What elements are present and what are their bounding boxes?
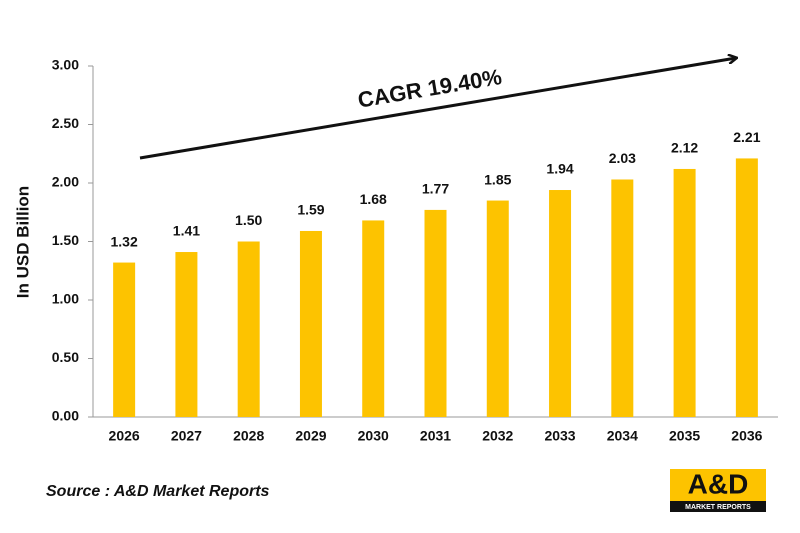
y-axis-title: In USD Billion bbox=[13, 186, 32, 298]
value-label: 1.68 bbox=[360, 191, 387, 207]
x-tick-label: 2034 bbox=[607, 428, 638, 444]
y-tick-label: 1.50 bbox=[52, 232, 79, 248]
y-tick-label: 3.00 bbox=[52, 57, 79, 73]
x-tick-label: 2028 bbox=[233, 428, 264, 444]
value-label: 1.41 bbox=[173, 223, 200, 239]
logo-text: A&D bbox=[688, 468, 749, 499]
x-tick-label: 2027 bbox=[171, 428, 202, 444]
y-tick-label: 1.00 bbox=[52, 291, 79, 307]
value-label: 1.77 bbox=[422, 181, 449, 197]
bar bbox=[735, 158, 758, 417]
value-label: 1.85 bbox=[484, 171, 511, 187]
bar bbox=[175, 252, 198, 417]
y-tick-label: 0.50 bbox=[52, 349, 79, 365]
bar bbox=[549, 190, 572, 417]
bar bbox=[362, 220, 385, 417]
value-label: 1.50 bbox=[235, 212, 262, 228]
y-tick-label: 0.00 bbox=[52, 408, 79, 424]
cagr-arrow bbox=[139, 58, 736, 160]
bar bbox=[673, 168, 696, 417]
value-label: 1.32 bbox=[111, 233, 138, 249]
x-tick-label: 2031 bbox=[420, 428, 451, 444]
x-tick-label: 2026 bbox=[109, 428, 140, 444]
x-tick-label: 2029 bbox=[295, 428, 326, 444]
bar bbox=[299, 230, 322, 417]
cagr-label: CAGR 19.40% bbox=[356, 64, 504, 113]
value-label: 2.12 bbox=[671, 140, 698, 156]
source: Source : A&D Market Reports bbox=[46, 483, 270, 500]
y-tick-label: 2.00 bbox=[52, 174, 79, 190]
logo-strip bbox=[670, 501, 766, 512]
value-label: 2.03 bbox=[609, 150, 636, 166]
y-tick-label: 2.50 bbox=[52, 115, 79, 131]
x-tick-label: 2035 bbox=[669, 428, 700, 444]
x-tick-label: 2036 bbox=[731, 428, 762, 444]
logo-box bbox=[670, 469, 766, 501]
value-label: 1.59 bbox=[297, 202, 324, 218]
logo-tagline: MARKET REPORTS bbox=[685, 504, 751, 511]
bar bbox=[611, 179, 634, 417]
bar bbox=[113, 262, 136, 417]
logo: A&D MARKET REPORTS bbox=[670, 468, 766, 512]
value-label: 1.94 bbox=[546, 161, 573, 177]
bar bbox=[424, 209, 447, 417]
x-tick-label: 2032 bbox=[482, 428, 513, 444]
value-label: 2.21 bbox=[733, 129, 760, 145]
bar bbox=[237, 241, 260, 417]
x-tick-label: 2033 bbox=[544, 428, 575, 444]
x-tick-label: 2030 bbox=[358, 428, 389, 444]
bar bbox=[486, 200, 509, 417]
